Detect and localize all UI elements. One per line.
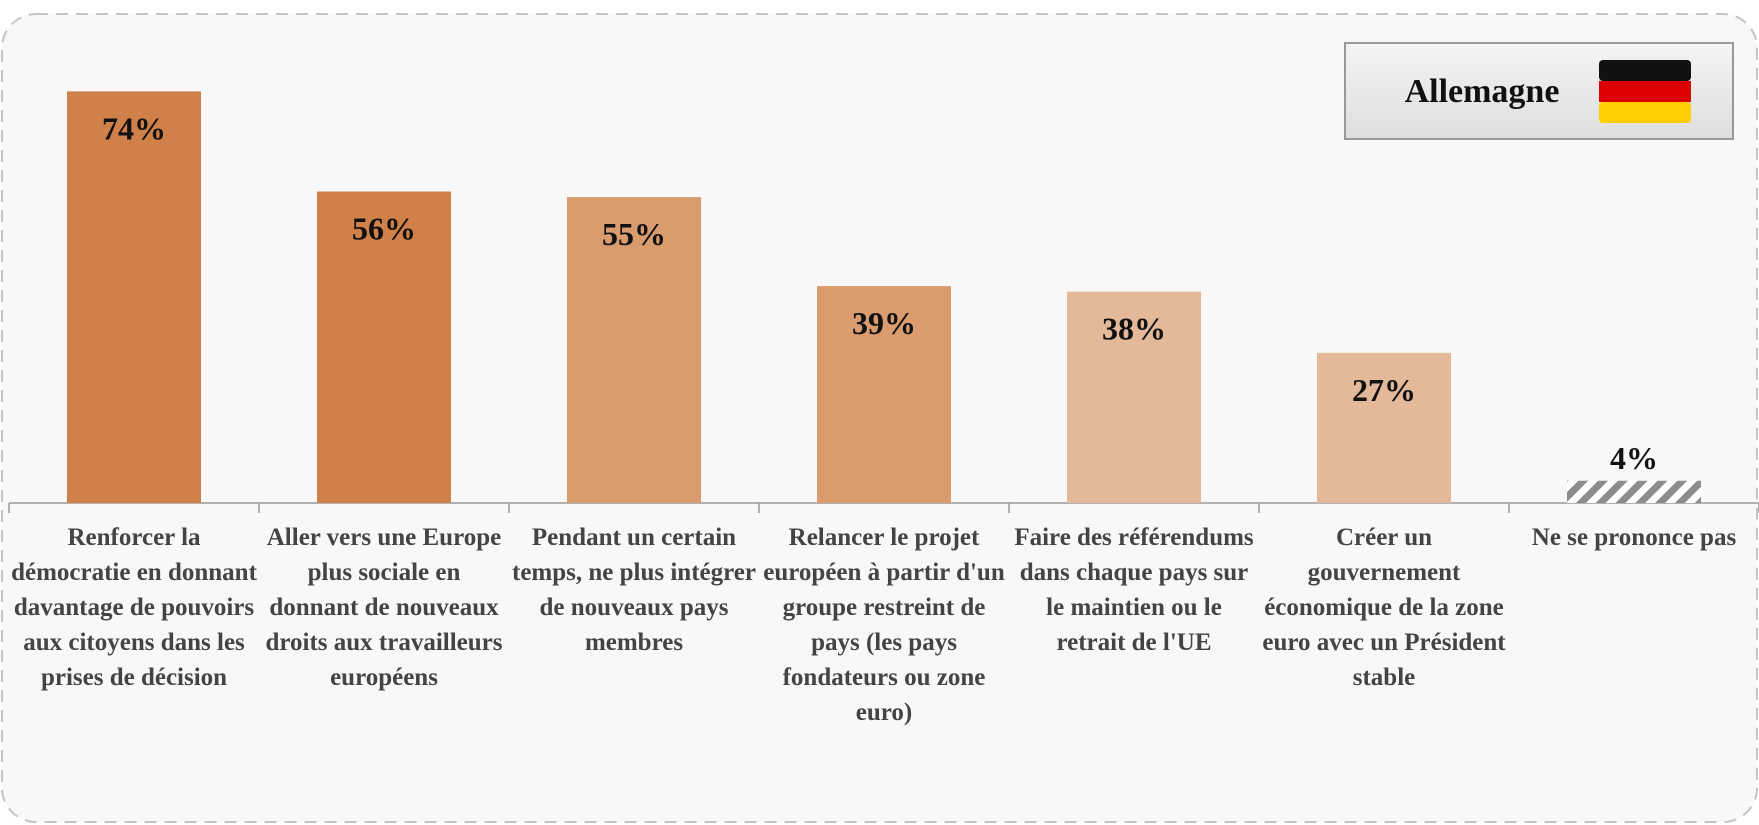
x-tick-label: Ne se prononce pas [1531, 524, 1737, 551]
value-label: 27% [1352, 372, 1416, 408]
bar [817, 286, 951, 503]
value-label: 39% [852, 305, 916, 341]
bar [67, 91, 201, 503]
x-tick-label: Pendant un certain temps, ne plus intégr… [512, 524, 756, 656]
badge-text: Allemagne [1405, 73, 1560, 110]
bar [567, 197, 701, 503]
x-tick-label: Relancer le projet européen à partir d'u… [763, 524, 1005, 726]
x-tick-label: Faire des référendums dans chaque pays s… [1014, 524, 1254, 656]
value-label: 38% [1102, 311, 1166, 347]
bar [1067, 291, 1201, 503]
value-label: 4% [1610, 440, 1658, 476]
flag [1599, 60, 1691, 123]
value-label: 56% [352, 211, 416, 247]
value-label: 55% [602, 216, 666, 252]
bar [1317, 352, 1451, 503]
x-tick-label: Aller vers une Europe plus sociale en do… [265, 524, 503, 691]
x-tick-label: Créer un gouvernement économique de la z… [1262, 524, 1506, 691]
bar [1567, 480, 1701, 503]
value-label: 74% [102, 110, 166, 146]
bar [317, 191, 451, 503]
x-tick-label: Renforcer la démocratie en donnant davan… [11, 524, 257, 691]
